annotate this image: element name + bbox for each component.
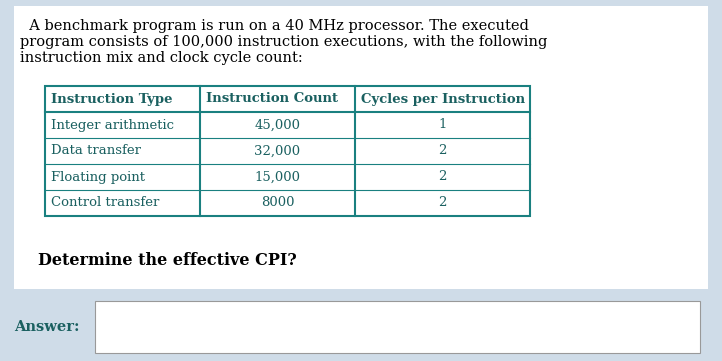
Text: Control transfer: Control transfer bbox=[51, 196, 160, 209]
Text: 1: 1 bbox=[438, 118, 447, 131]
Text: 2: 2 bbox=[438, 170, 447, 183]
Text: Integer arithmetic: Integer arithmetic bbox=[51, 118, 174, 131]
Text: Floating point: Floating point bbox=[51, 170, 145, 183]
Text: 2: 2 bbox=[438, 144, 447, 157]
Text: 15,000: 15,000 bbox=[254, 170, 300, 183]
Text: program consists of 100,000 instruction executions, with the following: program consists of 100,000 instruction … bbox=[20, 35, 547, 49]
Text: 32,000: 32,000 bbox=[254, 144, 300, 157]
Text: 2: 2 bbox=[438, 196, 447, 209]
Text: 45,000: 45,000 bbox=[254, 118, 300, 131]
Text: A benchmark program is run on a 40 MHz processor. The executed: A benchmark program is run on a 40 MHz p… bbox=[20, 19, 529, 33]
Text: Data transfer: Data transfer bbox=[51, 144, 141, 157]
Text: Answer:: Answer: bbox=[14, 320, 79, 334]
Text: Instruction Type: Instruction Type bbox=[51, 92, 173, 105]
Bar bbox=[45, 86, 530, 216]
Text: Instruction Count: Instruction Count bbox=[206, 92, 338, 105]
Bar bbox=[95, 301, 700, 353]
Text: Determine the effective CPI?: Determine the effective CPI? bbox=[38, 252, 297, 269]
Text: 8000: 8000 bbox=[261, 196, 295, 209]
Text: Cycles per Instruction: Cycles per Instruction bbox=[361, 92, 525, 105]
Bar bbox=[14, 6, 708, 289]
Text: instruction mix and clock cycle count:: instruction mix and clock cycle count: bbox=[20, 51, 303, 65]
